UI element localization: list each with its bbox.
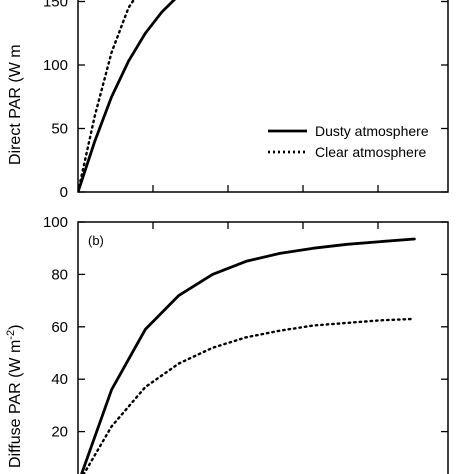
series-line-clear [82, 317, 416, 474]
legend: Dusty atmosphere Clear atmosphere [268, 123, 429, 160]
panel-a-series [78, 0, 177, 192]
panel-b-series [80, 237, 416, 474]
panel-b-y-axis-title-suffix: ) [7, 325, 24, 330]
panel-b-y-axis-title: Diffuse PAR (W m-2) [5, 325, 24, 468]
series-line-dusty [80, 237, 416, 474]
y-tick-label: 100 [43, 57, 68, 74]
panel-a-frame [77, 0, 449, 193]
y-tick-label: 80 [51, 266, 68, 283]
y-tick-label: 100 [43, 214, 68, 231]
panel-b-label: (b) [88, 233, 104, 248]
panel-b-diffuse-par: 20 40 60 80 100 (b) Diffuse PAR (W m-2) [5, 214, 448, 474]
panel-a-y-axis-title: Direct PAR (W m [7, 44, 24, 165]
panel-a-direct-par: 0 50 100 150 Direct PAR (W m Dusty atmosphe… [7, 0, 448, 201]
y-tick-label: 20 [51, 424, 68, 441]
series-line-dusty [78, 0, 177, 192]
y-tick-label: 60 [51, 319, 68, 336]
legend-clear-label: Clear atmosphere [315, 144, 426, 160]
panel-b-y-axis-title-main: Diffuse PAR (W m [7, 340, 24, 468]
series-line-clear [78, 0, 136, 192]
panel-b-y-axis-title-superscript: -2 [5, 330, 17, 340]
panel-b-ticks: 20 40 60 80 100 [43, 214, 448, 441]
legend-dusty-label: Dusty atmosphere [315, 123, 429, 139]
y-tick-label: 50 [51, 121, 68, 138]
y-tick-label: 0 [60, 184, 68, 201]
y-tick-label: 150 [43, 0, 68, 11]
panel-b-frame [77, 221, 449, 474]
y-tick-label: 40 [51, 371, 68, 388]
panel-a-ticks: 0 50 100 150 [43, 0, 448, 201]
